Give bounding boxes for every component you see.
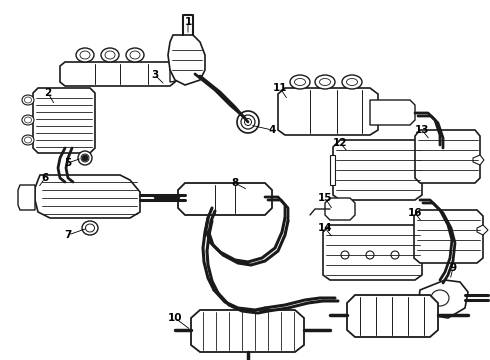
Text: 1: 1: [184, 17, 192, 27]
Ellipse shape: [22, 95, 34, 105]
Polygon shape: [33, 88, 95, 153]
Text: 9: 9: [449, 263, 457, 273]
Ellipse shape: [22, 115, 34, 125]
Ellipse shape: [237, 111, 259, 133]
Text: 13: 13: [415, 125, 429, 135]
Ellipse shape: [24, 117, 31, 123]
Text: 16: 16: [408, 208, 422, 218]
Text: 8: 8: [231, 178, 239, 188]
Circle shape: [366, 251, 374, 259]
Text: 7: 7: [64, 230, 72, 240]
Ellipse shape: [315, 75, 335, 89]
Text: 4: 4: [269, 125, 276, 135]
Ellipse shape: [319, 78, 330, 86]
Circle shape: [82, 155, 88, 161]
Ellipse shape: [78, 151, 92, 165]
Text: 15: 15: [318, 193, 332, 203]
Polygon shape: [370, 100, 415, 125]
Text: 6: 6: [41, 173, 49, 183]
Polygon shape: [168, 35, 205, 85]
Text: 14: 14: [318, 223, 332, 233]
Polygon shape: [178, 183, 272, 215]
Ellipse shape: [346, 78, 358, 86]
Polygon shape: [278, 88, 378, 135]
Text: 2: 2: [45, 88, 51, 98]
Text: 12: 12: [333, 138, 347, 148]
Polygon shape: [418, 280, 468, 318]
Ellipse shape: [24, 137, 31, 143]
Ellipse shape: [24, 97, 31, 103]
Polygon shape: [473, 155, 484, 165]
Polygon shape: [325, 198, 355, 220]
Ellipse shape: [431, 290, 449, 306]
Text: 5: 5: [64, 158, 72, 168]
Polygon shape: [35, 175, 140, 218]
Polygon shape: [323, 225, 422, 280]
Polygon shape: [415, 130, 480, 183]
Polygon shape: [414, 210, 483, 263]
Ellipse shape: [80, 51, 90, 59]
Ellipse shape: [81, 154, 89, 162]
Text: 11: 11: [273, 83, 287, 93]
Ellipse shape: [294, 78, 305, 86]
Polygon shape: [18, 185, 35, 210]
Ellipse shape: [245, 118, 251, 126]
Circle shape: [341, 251, 349, 259]
Ellipse shape: [82, 221, 98, 235]
Ellipse shape: [85, 224, 95, 232]
Text: 10: 10: [168, 313, 182, 323]
Ellipse shape: [342, 75, 362, 89]
Polygon shape: [333, 140, 422, 200]
Polygon shape: [347, 295, 438, 337]
Ellipse shape: [105, 51, 115, 59]
Ellipse shape: [290, 75, 310, 89]
Ellipse shape: [22, 135, 34, 145]
Polygon shape: [60, 62, 175, 86]
Polygon shape: [170, 66, 198, 82]
Ellipse shape: [126, 48, 144, 62]
Ellipse shape: [130, 51, 140, 59]
Text: 3: 3: [151, 70, 159, 80]
Polygon shape: [477, 225, 488, 235]
Ellipse shape: [76, 48, 94, 62]
Ellipse shape: [101, 48, 119, 62]
Ellipse shape: [241, 115, 255, 129]
Polygon shape: [330, 155, 335, 185]
Polygon shape: [191, 310, 304, 352]
Circle shape: [391, 251, 399, 259]
